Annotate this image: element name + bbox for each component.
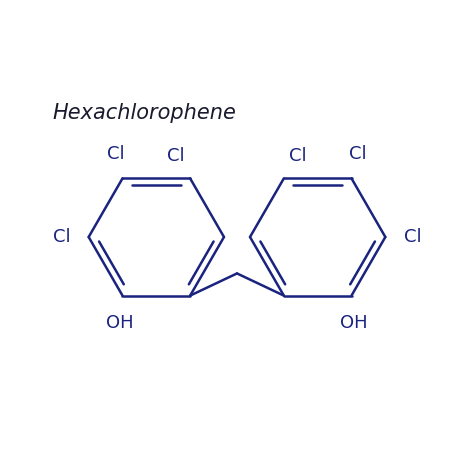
Text: OH: OH [340,314,368,332]
Text: Cl: Cl [349,145,367,163]
Text: Cl: Cl [53,228,71,246]
Text: OH: OH [106,314,134,332]
Text: Cl: Cl [289,147,307,165]
Text: Cl: Cl [107,145,125,163]
Text: Hexachlorophene: Hexachlorophene [52,103,236,123]
Text: Cl: Cl [403,228,421,246]
Text: Cl: Cl [167,147,185,165]
